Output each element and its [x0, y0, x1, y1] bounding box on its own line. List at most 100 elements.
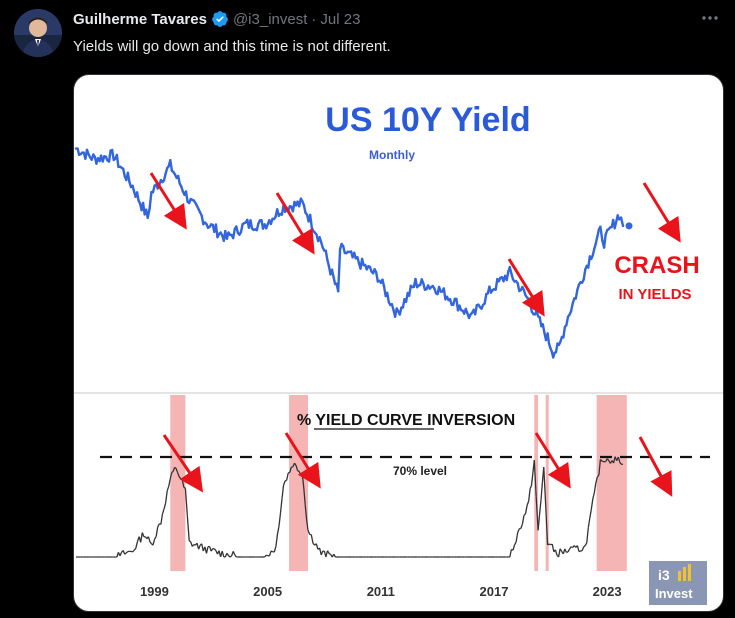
inversion-line-segment: [559, 549, 561, 557]
inversion-line-segment: [515, 542, 517, 545]
inversion-line-segment: [271, 551, 273, 552]
x-tick-label: 2005: [253, 584, 282, 599]
yield-chart: US 10Y Yield Monthly CRASH IN YIELDS % Y…: [74, 75, 723, 611]
yield-line-segment: [566, 317, 568, 325]
inversion-line-segment: [156, 527, 158, 536]
inversion-line-segment: [590, 509, 592, 518]
avatar-image: [14, 9, 62, 57]
inversion-line-segment: [148, 537, 150, 542]
author-handle[interactable]: @i3_invest: [233, 11, 307, 28]
inversion-line-segment: [308, 530, 310, 534]
yield-line-segment: [338, 249, 340, 291]
inversion-line-segment: [513, 545, 515, 550]
inversion-line-segment: [167, 487, 169, 491]
yield-line-segment: [137, 192, 139, 200]
inversion-line-segment: [279, 513, 281, 526]
avatar[interactable]: [14, 9, 62, 57]
x-tick-label: 2023: [593, 584, 622, 599]
inversion-line-segment: [185, 488, 187, 515]
inversion-line-segment: [538, 515, 539, 530]
yield-line-segment: [326, 251, 328, 260]
inversion-line-segment: [566, 552, 568, 553]
yield-line-segment: [576, 290, 578, 299]
yield-line-segment: [128, 173, 129, 182]
inversion-line-segment: [526, 505, 528, 514]
inversion-line-segment: [594, 483, 596, 493]
inversion-line-segment: [207, 547, 209, 554]
inversion-line-segment: [521, 524, 523, 528]
yield-line-segment: [376, 272, 378, 281]
inversion-line-segment: [227, 553, 229, 555]
downtrend-arrow: [277, 193, 310, 247]
inversion-line-segment: [153, 539, 155, 545]
inversion-line-segment: [285, 480, 287, 481]
inversion-line-segment: [585, 543, 587, 546]
tweet-media-image[interactable]: US 10Y Yield Monthly CRASH IN YIELDS % Y…: [73, 74, 724, 612]
inversion-line-segment: [287, 473, 289, 480]
yield-last-point: [626, 222, 633, 229]
inversion-line-segment: [334, 554, 336, 557]
inversion-line-segment: [284, 481, 286, 486]
yield-line-segment: [507, 272, 509, 280]
inversion-line-segment: [184, 487, 186, 488]
inversion-line-segment: [187, 515, 189, 541]
inversion-title: % YIELD CURVE INVERSION: [297, 412, 515, 429]
yield-line-segment: [109, 151, 111, 162]
separator-dot: ·: [311, 11, 316, 28]
inversion-line-segment: [192, 545, 194, 547]
yield-line-segment: [584, 269, 586, 279]
inversion-line-segment: [175, 467, 176, 468]
yield-line-segment: [604, 235, 606, 248]
inversion-line-segment: [276, 535, 278, 547]
inversion-line-segment: [544, 467, 546, 506]
yield-line-segment: [563, 327, 565, 338]
inversion-line-segment: [579, 551, 581, 552]
inversion-period: [597, 395, 627, 571]
more-horizontal-icon: [700, 8, 720, 28]
yield-line-segment: [117, 155, 119, 167]
inversion-line-segment: [270, 551, 272, 556]
yield-line-segment: [148, 209, 150, 218]
more-options-button[interactable]: [697, 8, 723, 28]
inversion-line-segment: [266, 555, 268, 556]
inversion-line-segment: [321, 551, 323, 555]
inversion-line-segment: [150, 542, 152, 544]
inversion-line-segment: [298, 471, 300, 472]
inversion-line-segment: [524, 514, 526, 515]
yield-line-segment: [310, 215, 312, 228]
inversion-line-segment: [169, 479, 171, 487]
inversion-line-segment: [316, 544, 318, 550]
yield-line-segment: [409, 286, 411, 296]
i3-invest-logo: i3 Invest: [649, 561, 707, 605]
yield-line-segment: [475, 305, 477, 314]
yield-line-segment: [233, 229, 235, 238]
inversion-line-segment: [133, 550, 135, 552]
inversion-line-segment: [555, 550, 557, 555]
inversion-line-segment: [588, 518, 590, 527]
inversion-line-segment: [126, 552, 128, 553]
inversion-line-segment: [510, 549, 512, 557]
inversion-line-segment: [593, 493, 595, 499]
tweet-date[interactable]: Jul 23: [320, 11, 360, 28]
inversion-line-segment: [518, 529, 520, 533]
inversion-line-segment: [532, 473, 533, 486]
verified-badge-icon: [211, 10, 229, 28]
inversion-line-segment: [530, 486, 531, 489]
inversion-line-segment: [211, 549, 213, 552]
inversion-line-segment: [522, 515, 524, 524]
inversion-line-segment: [233, 551, 235, 555]
yield-line-segment: [251, 220, 253, 228]
forecast-arrow: [640, 437, 668, 489]
inversion-line-segment: [282, 486, 284, 499]
author-name[interactable]: Guilherme Tavares: [73, 11, 207, 28]
inversion-line-segment: [311, 535, 313, 544]
inversion-line-segment: [582, 547, 584, 551]
inversion-line-segment: [181, 479, 183, 480]
forecast-arrow: [644, 183, 676, 235]
inversion-series: [76, 457, 623, 557]
inversion-line-segment: [274, 546, 276, 552]
inversion-line-segment: [565, 549, 567, 553]
x-tick-label: 2017: [480, 584, 509, 599]
inversion-line-segment: [527, 501, 529, 505]
tweet-text: Yields will go down and this time is not…: [73, 38, 391, 55]
